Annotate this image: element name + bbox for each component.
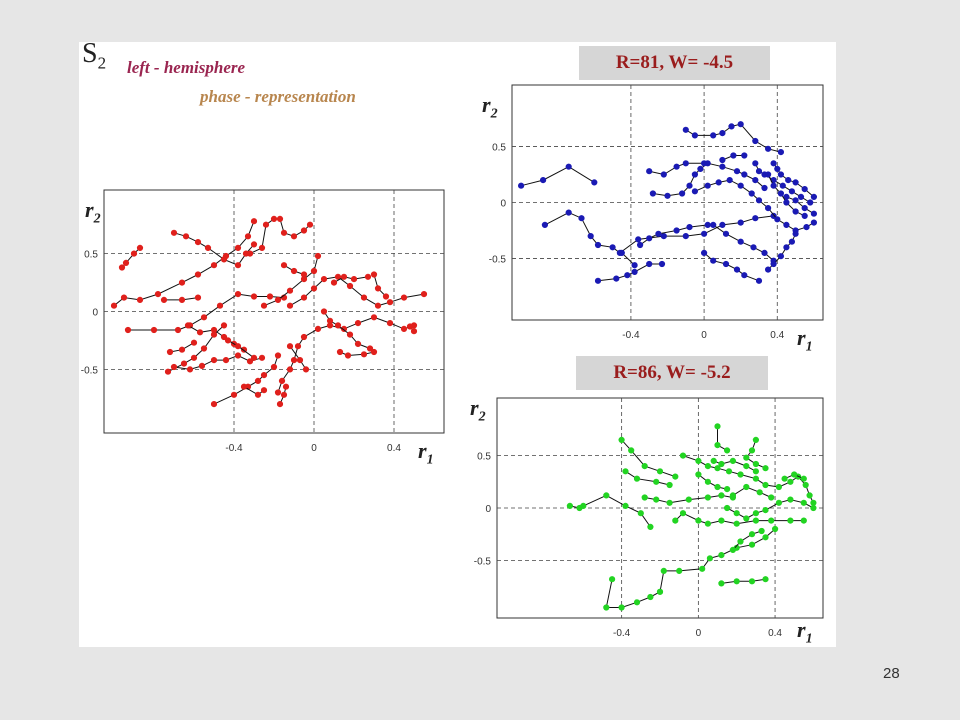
page-number: 28: [883, 665, 900, 682]
corner-label: S2: [82, 38, 107, 73]
bottom-right-xlabel: r1: [797, 617, 813, 647]
bottom-right-ylabel: r2: [470, 395, 486, 425]
title-line-2: phase - representation: [200, 87, 356, 106]
top-right-ylabel: r2: [482, 92, 498, 122]
top-right-xlabel: r1: [797, 325, 813, 355]
bottom-right-param-box: R=86, W= -5.2: [576, 356, 768, 390]
top-right-param-label: R=81, W= -4.5: [615, 52, 734, 73]
top-right-coefficient: 0.94: [515, 88, 597, 128]
top-right-param-box: R=81, W= -4.5: [579, 46, 770, 80]
bottom-right-param-label: R=86, W= -5.2: [613, 362, 731, 383]
left-ylabel: r2: [85, 197, 101, 227]
bottom-right-coefficient: 0.77: [505, 405, 584, 445]
slide-panel: [79, 42, 836, 647]
title-line-1: left - hemisphere: [127, 58, 246, 77]
left-xlabel: r1: [418, 438, 434, 468]
